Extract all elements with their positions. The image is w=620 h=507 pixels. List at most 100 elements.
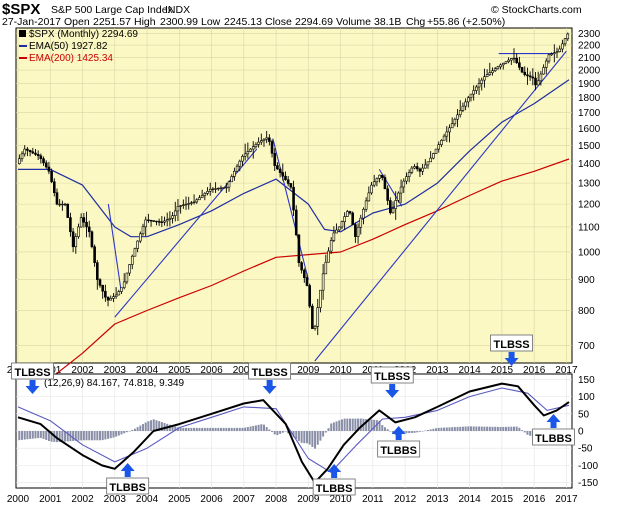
trendlines <box>107 50 567 362</box>
histogram-bar <box>292 431 295 438</box>
histogram-bar <box>85 431 88 441</box>
index-name: S&P 500 Large Cap Index <box>51 4 174 16</box>
candle-body <box>26 148 29 151</box>
candle-body <box>407 172 411 177</box>
candle-body <box>133 248 137 257</box>
macd-x-tick: 2003 <box>104 494 127 505</box>
histogram-bar <box>96 431 99 441</box>
candle-body <box>246 151 250 155</box>
histogram-bar <box>182 427 185 431</box>
candle-body <box>346 211 349 217</box>
candle-body <box>518 62 521 68</box>
price-x-tick: 2006 <box>200 365 223 376</box>
date: 27-Jan-2017 <box>2 16 61 28</box>
histogram-bar <box>429 429 432 431</box>
histogram-bar <box>58 431 61 442</box>
histogram-bar <box>219 427 222 431</box>
histogram-bar <box>281 431 284 433</box>
histogram-bar <box>233 427 236 431</box>
price-y-tick: 1300 <box>578 179 601 190</box>
histogram-bar <box>367 419 370 431</box>
candle-body <box>380 174 384 178</box>
histogram-bar <box>147 421 150 431</box>
histogram-bar <box>171 425 174 431</box>
histogram-bar <box>109 431 112 439</box>
price-y-tick: 1000 <box>578 247 601 258</box>
histogram-bar <box>74 431 77 441</box>
candle-body <box>216 187 220 190</box>
macd-x-tick: 2000 <box>7 494 30 505</box>
candle-body <box>125 272 129 283</box>
histogram-bar <box>163 422 166 431</box>
candle-body <box>488 72 492 76</box>
candle-body <box>176 206 180 212</box>
candle-body <box>351 212 354 225</box>
candle-body <box>155 220 158 223</box>
candle-body <box>195 199 199 203</box>
candle-body <box>257 141 260 145</box>
tlbbs-callout: TLBBS <box>377 426 421 458</box>
histogram-bar <box>190 427 193 431</box>
histogram-bar <box>491 426 494 431</box>
histogram-bar <box>82 431 85 441</box>
candle-body <box>192 201 196 204</box>
candle-body <box>485 74 489 78</box>
candle-body <box>265 137 268 140</box>
candle-body <box>284 175 287 181</box>
histogram-bar <box>464 426 467 431</box>
candle-body <box>469 93 473 99</box>
tlbbs-callout: TLBBS <box>106 463 150 495</box>
histogram-bar <box>426 429 429 431</box>
candle-body <box>510 58 513 61</box>
symbol: $SPX <box>2 1 40 18</box>
candle-body <box>20 153 24 160</box>
candle-body <box>230 176 234 183</box>
histogram-bar <box>31 431 34 439</box>
candle-body <box>313 325 317 329</box>
histogram-bar <box>305 431 308 444</box>
candle-body <box>87 226 91 233</box>
candle-body <box>297 234 301 263</box>
tlbss-callout: TLBSS <box>490 334 533 366</box>
histogram-bar <box>314 431 317 449</box>
price-y-tick: 2300 <box>578 29 601 40</box>
candle-body <box>456 114 459 120</box>
candle-body <box>66 203 70 218</box>
candle-body <box>429 157 432 163</box>
candle-body <box>528 75 532 78</box>
price-y-axis: 700 800 900 1000 1100 1200 1300 1400 1500 1600 170… <box>578 29 601 352</box>
candle-body <box>432 153 435 159</box>
histogram-bar <box>50 431 53 442</box>
histogram-bar <box>381 425 384 431</box>
histogram-bar <box>480 426 483 431</box>
candle-body <box>18 158 21 164</box>
histogram-bar <box>268 429 271 431</box>
price-y-tick: 700 <box>578 341 595 352</box>
tlbss-callout: TLBSS <box>370 366 414 398</box>
candle-body <box>507 59 510 62</box>
candle-body <box>561 43 564 50</box>
candle-body <box>28 150 32 153</box>
candle-body <box>410 167 414 173</box>
candle-body <box>278 168 282 173</box>
histogram-bar <box>357 418 360 431</box>
source-credit: © StockCharts.com <box>491 4 582 16</box>
candle-body <box>329 240 333 252</box>
candle-body <box>165 219 169 222</box>
callout-label: TLBSS <box>252 367 288 379</box>
candle-body <box>39 155 43 160</box>
candle-body <box>71 231 75 248</box>
candle-body <box>335 229 338 234</box>
histogram-bar <box>416 431 419 433</box>
candle-body <box>520 67 524 73</box>
candle-body <box>96 262 99 280</box>
candle-body <box>421 167 424 172</box>
macd-x-tick: 2009 <box>297 494 320 505</box>
histogram-bar <box>133 428 136 431</box>
histogram-bar <box>187 427 190 431</box>
histogram-bar <box>529 431 532 436</box>
candle-body <box>168 218 172 220</box>
callout-label: TLBSS <box>374 371 410 383</box>
candle-body <box>308 285 311 307</box>
candle-body <box>359 217 363 228</box>
